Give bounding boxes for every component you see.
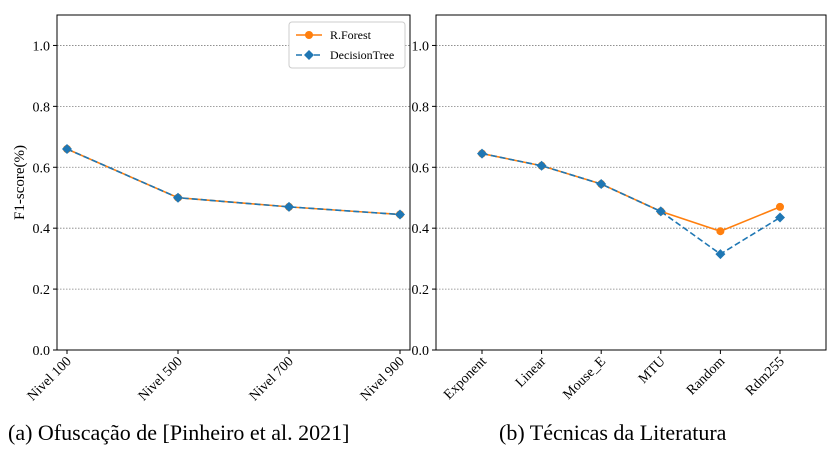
chart-panel-b: 0.0 0.2 0.4 0.6 0.8 1.0 Exponent Linear Mouse_E M… <box>412 14 827 403</box>
x-tick-label: Linear <box>513 354 550 391</box>
y-tick-label: 0.8 <box>33 100 51 115</box>
series-line <box>481 152 781 233</box>
data-point <box>596 179 607 190</box>
legend-marker <box>305 31 313 39</box>
chart-panel-a: 0.0 0.2 0.4 0.6 0.8 1.0 Nivel 100 Nivel 500 Nive… <box>12 14 411 404</box>
data-point <box>716 227 725 236</box>
legend-label: R.Forest <box>330 28 372 42</box>
x-tick-label: Nivel 700 <box>247 354 297 404</box>
chart-figure: 0.0 0.2 0.4 0.6 0.8 1.0 Nivel 100 Nivel 500 Nive… <box>12 14 827 404</box>
data-point <box>776 202 784 211</box>
series-line <box>66 148 401 216</box>
legend-marker <box>304 50 314 60</box>
data-point <box>715 249 726 260</box>
caption-b: (b) Técnicas da Literatura <box>499 420 727 445</box>
x-tick-label: Exponent <box>441 354 490 403</box>
data-point <box>775 212 785 223</box>
y-tick-label: 0.0 <box>412 344 430 359</box>
y-tick-label: 1.0 <box>33 39 51 54</box>
legend-box <box>288 21 406 69</box>
data-point <box>395 209 405 220</box>
plot-frame <box>56 14 411 351</box>
data-point <box>173 192 183 203</box>
y-tick-label: 0.6 <box>412 161 430 176</box>
data-point <box>536 160 547 171</box>
y-tick-label: 0.0 <box>33 344 51 359</box>
y-tick-label: 0.8 <box>412 100 430 115</box>
y-tick-label: 0.4 <box>33 222 51 237</box>
x-tick-label: Nivel 100 <box>25 354 75 404</box>
y-axis-label: F1-score(%) <box>12 145 28 220</box>
x-tick-label: MTU <box>636 354 669 387</box>
y-tick-label: 0.4 <box>412 222 430 237</box>
x-tick-label: Nivel 900 <box>358 354 408 404</box>
y-tick-label: 0.2 <box>412 283 430 298</box>
data-point <box>62 144 72 154</box>
y-tick-label: 0.2 <box>33 283 51 298</box>
caption-a: (a) Ofuscação de [Pinheiro et al. 2021] <box>8 420 350 445</box>
data-point <box>477 148 487 159</box>
x-tick-label: Nivel 500 <box>136 354 186 404</box>
data-point <box>655 206 666 217</box>
x-tick-label: Mouse_E <box>560 354 609 403</box>
x-tick-label: Random <box>684 354 728 398</box>
legend-label: DecisionTree <box>330 48 394 62</box>
data-point <box>284 201 294 212</box>
series-line <box>481 152 781 256</box>
y-tick-label: 1.0 <box>412 39 430 54</box>
series-line <box>66 148 401 216</box>
legend: R.Forest DecisionTree <box>288 21 406 69</box>
x-tick-label: Rdm255 <box>743 354 788 399</box>
plot-frame <box>435 14 827 351</box>
y-tick-label: 0.6 <box>33 161 51 176</box>
